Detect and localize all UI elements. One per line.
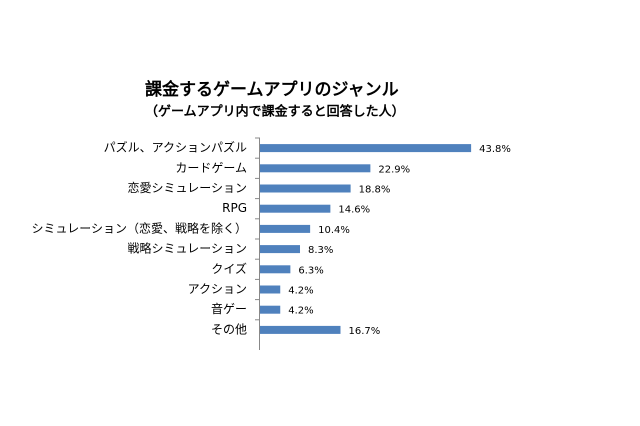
category-label: パズル、アクションパズル: [104, 140, 247, 155]
chart-subtitle: （ゲームアプリ内で課金すると回答した人）: [145, 104, 405, 120]
value-label: 4.2%: [288, 286, 313, 297]
value-label: 4.2%: [288, 306, 313, 317]
category-label: シミュレーション（恋愛、戦略を除く）: [31, 220, 247, 235]
value-label: 14.6%: [338, 205, 370, 216]
category-label: RPG: [222, 201, 247, 215]
bar: [260, 285, 281, 294]
value-label: 22.9%: [378, 164, 410, 175]
category-label: 音ゲー: [211, 301, 247, 316]
bar: [260, 305, 281, 314]
category-label: 恋愛シミュレーション: [127, 180, 247, 195]
value-label: 6.3%: [298, 265, 323, 276]
bar: [260, 325, 341, 334]
category-label: アクション: [188, 282, 247, 296]
bar: [260, 265, 291, 274]
bar: [260, 164, 371, 173]
bar: [260, 144, 472, 153]
category-label: 戦略シミュレーション: [127, 241, 247, 256]
value-label: 43.8%: [479, 144, 511, 155]
bar: [260, 245, 301, 254]
category-label: カードゲーム: [175, 161, 247, 175]
category-label: クイズ: [211, 261, 247, 276]
chart-title: 課金するゲームアプリのジャンル: [145, 79, 399, 100]
bar: [260, 224, 311, 233]
value-label: 10.4%: [318, 225, 350, 236]
value-label: 18.8%: [359, 185, 391, 196]
value-label: 16.7%: [348, 326, 380, 337]
bar: [260, 184, 351, 193]
value-label: 8.3%: [308, 245, 333, 256]
category-label: その他: [211, 322, 247, 336]
bar: [260, 204, 331, 213]
